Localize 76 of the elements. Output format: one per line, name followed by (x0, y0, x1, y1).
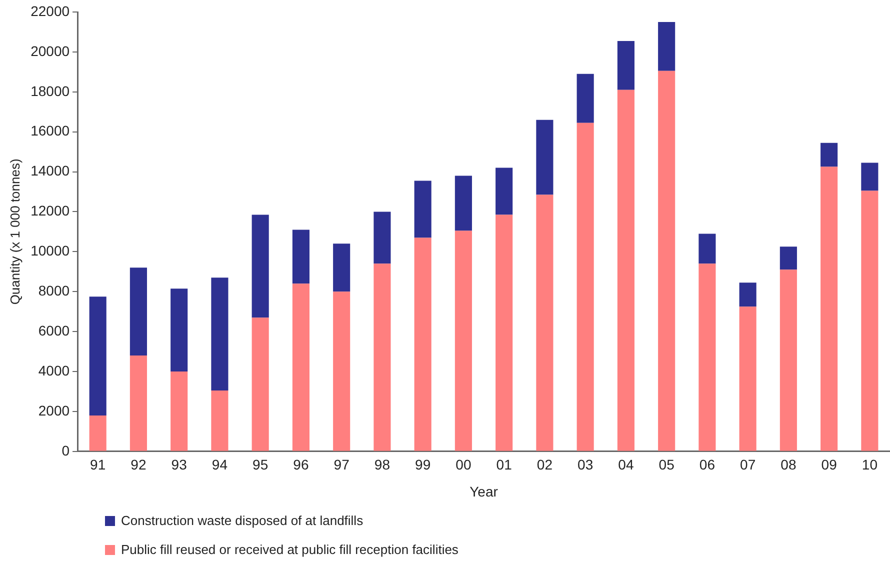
x-tick-label: 07 (740, 456, 756, 473)
bar (861, 190, 878, 451)
y-tick-label: 14000 (30, 162, 70, 179)
bar (414, 180, 432, 238)
bar (820, 142, 838, 167)
y-tick-label: 8000 (38, 282, 70, 298)
x-axis-title: Year (470, 483, 498, 500)
x-tick-label: 98 (374, 456, 390, 473)
bar (130, 356, 147, 451)
bar (292, 230, 310, 284)
bar (414, 238, 432, 451)
y-tick-label: 2000 (38, 402, 70, 418)
x-tick-label: 95 (252, 456, 268, 473)
bar (496, 214, 513, 451)
y-tick-label: 4000 (38, 362, 70, 378)
y-tick-label: 12000 (30, 202, 70, 219)
bar (780, 270, 797, 451)
bar (536, 194, 554, 451)
x-tick-label: 97 (334, 456, 350, 473)
y-tick-label: 10000 (30, 242, 70, 259)
bar (576, 74, 594, 123)
bar (454, 230, 472, 451)
x-tick-label: 08 (780, 456, 796, 473)
x-tick-label: 00 (456, 456, 472, 473)
legend-label: Construction waste disposed of at landfills (121, 513, 364, 528)
x-tick-label: 03 (578, 456, 594, 473)
x-tick-label: 99 (415, 456, 431, 473)
x-tick-label: 09 (821, 456, 838, 473)
legend-label: Public fill reused or received at public fill reception facilities (121, 542, 458, 557)
y-tick-label: 0 (62, 442, 70, 458)
y-tick-label: 22000 (30, 2, 70, 19)
bar (576, 122, 594, 451)
bar (617, 40, 634, 90)
bar (252, 318, 269, 451)
bar (658, 22, 676, 71)
x-tick-label: 96 (293, 456, 309, 473)
bar (739, 282, 756, 307)
y-axis-title: Quantity (x 1 000 tonnes) (7, 158, 22, 305)
bar (211, 390, 228, 451)
bar (454, 176, 472, 231)
x-tick-label: 05 (658, 456, 675, 473)
x-tick-label: 02 (536, 456, 553, 473)
bar (89, 296, 106, 416)
y-tick-label: 18000 (30, 82, 70, 99)
x-tick-label: 01 (496, 456, 512, 473)
bar (333, 292, 350, 451)
bar (252, 214, 269, 318)
x-tick-label: 91 (90, 456, 106, 473)
x-tick-label: 92 (130, 456, 146, 473)
x-tick-label: 06 (699, 456, 716, 473)
bar (374, 212, 391, 264)
bar (170, 288, 188, 372)
bar (130, 268, 147, 356)
bar (861, 162, 878, 191)
bar (780, 246, 797, 270)
bar (496, 168, 513, 215)
bar (739, 306, 756, 451)
bar (374, 264, 391, 451)
x-tick-label: 93 (171, 456, 188, 473)
bar (658, 70, 676, 451)
bar (698, 234, 716, 264)
bar (170, 372, 188, 451)
x-tick-label: 04 (618, 456, 634, 473)
bar (617, 90, 634, 451)
y-tick-label: 20000 (30, 42, 70, 59)
bar (292, 284, 310, 451)
bar (211, 278, 228, 390)
bar (698, 264, 716, 451)
bar (536, 120, 554, 195)
x-tick-label: 94 (212, 456, 228, 473)
y-tick-label: 16000 (30, 122, 70, 139)
y-tick-label: 6000 (38, 322, 70, 338)
bar (820, 166, 838, 451)
bar (89, 415, 106, 451)
x-tick-label: 10 (862, 456, 878, 473)
bar (333, 244, 350, 292)
